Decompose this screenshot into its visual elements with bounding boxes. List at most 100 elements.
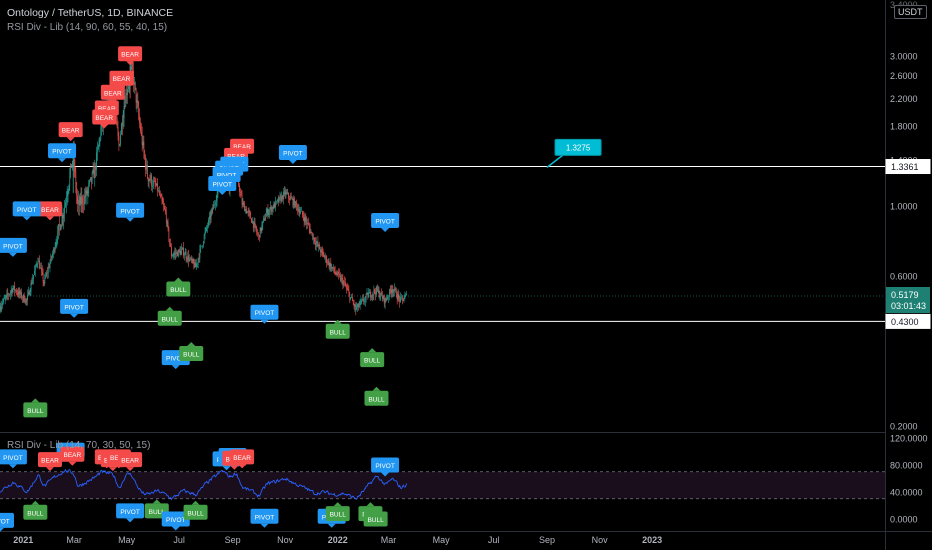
- candle-body: [0, 307, 2, 311]
- candle-body: [252, 221, 253, 223]
- level-price-box: [885, 313, 931, 329]
- candle-body: [186, 258, 188, 260]
- candle-body: [125, 93, 127, 107]
- candle-body: [4, 297, 6, 299]
- candle-body: [320, 249, 321, 253]
- marker-box: [0, 512, 14, 528]
- marker-bull: BULL: [179, 342, 204, 362]
- marker-label: BULL: [170, 287, 187, 294]
- rsi-tick-label: 120.0000: [890, 434, 928, 444]
- candle-body: [196, 263, 197, 268]
- marker-box: [363, 511, 388, 527]
- candle-body: [140, 131, 142, 133]
- candle-body: [404, 295, 406, 299]
- currency-badge[interactable]: USDT: [894, 5, 927, 19]
- candle-body: [71, 163, 72, 169]
- candle-body: [162, 200, 164, 204]
- candle-body: [87, 189, 89, 194]
- candle-body: [9, 292, 11, 295]
- marker-bear: BEAR: [37, 452, 62, 472]
- candle-body: [328, 261, 330, 267]
- candle-body: [373, 289, 375, 295]
- candle-body: [175, 252, 177, 254]
- marker-box: [157, 310, 182, 326]
- rsi-line: [0, 468, 408, 501]
- candle-body: [406, 293, 407, 295]
- candle-body: [215, 200, 217, 204]
- candle-body: [52, 253, 53, 258]
- candle-body: [279, 196, 281, 198]
- candle-body: [370, 291, 371, 298]
- candle-body: [138, 105, 140, 117]
- candle-body: [187, 255, 189, 260]
- candle-body: [403, 298, 405, 301]
- level-price-label: 1.3361: [891, 162, 919, 172]
- candle-body: [342, 278, 344, 286]
- candle-body: [401, 296, 403, 299]
- marker-label: BULL: [162, 316, 179, 323]
- candle-body: [191, 259, 193, 261]
- candle-body: [98, 139, 100, 146]
- candle-body: [171, 255, 173, 257]
- candle-body: [369, 291, 370, 294]
- candle-body: [159, 190, 160, 195]
- candle-body: [54, 246, 56, 252]
- candle-body: [301, 211, 302, 212]
- marker-label: PIVOT: [213, 181, 233, 188]
- marker-bull: BULL: [23, 398, 48, 418]
- candle-body: [260, 227, 262, 231]
- candle-body: [344, 282, 345, 283]
- candle-body: [308, 222, 309, 225]
- candle-body: [174, 252, 176, 254]
- candle-body: [357, 303, 358, 308]
- candle-body: [322, 251, 324, 254]
- marker-pointer: [31, 500, 40, 505]
- marker-pointer: [366, 502, 375, 507]
- candle-body: [167, 221, 169, 228]
- candle-body: [35, 264, 37, 266]
- candle-body: [74, 166, 76, 172]
- last-price-box: [886, 287, 930, 314]
- marker-box: [0, 449, 27, 465]
- marker-label: BULL: [368, 396, 385, 403]
- candle-body: [297, 209, 299, 210]
- marker-box: [183, 504, 208, 520]
- indicator-main-title: RSI Div - Lib (14, 90, 60, 55, 40, 15): [7, 22, 168, 33]
- candle-body: [243, 203, 245, 205]
- marker-pointer: [8, 464, 17, 469]
- candle-body: [240, 192, 242, 197]
- candle-body: [44, 277, 46, 284]
- candle-body: [211, 208, 213, 213]
- marker-pointer: [68, 461, 77, 466]
- candle-body: [317, 241, 319, 246]
- marker-label: PIVOT: [3, 243, 23, 250]
- candle-body: [207, 225, 208, 228]
- marker-box: [325, 323, 350, 339]
- marker-label: PIVOT: [120, 208, 140, 215]
- candle-body: [53, 249, 54, 254]
- candle-body: [294, 198, 295, 207]
- candle-body: [200, 246, 202, 249]
- candle-body: [66, 195, 68, 200]
- candle-body: [39, 260, 40, 269]
- candle-body: [128, 83, 129, 90]
- candle-body: [401, 296, 402, 298]
- candle-body: [245, 208, 246, 212]
- candle-body: [55, 242, 57, 247]
- candle-body: [354, 305, 356, 307]
- marker-label: BEAR: [41, 458, 59, 465]
- candle-body: [48, 267, 50, 269]
- candle-body: [84, 195, 86, 198]
- candle-body: [117, 127, 119, 136]
- marker-bear: BEAR: [58, 122, 83, 142]
- candle-body: [168, 227, 170, 240]
- candle-body: [240, 191, 241, 193]
- candle-body: [352, 297, 353, 302]
- candle-body: [284, 191, 286, 195]
- candle-body: [246, 208, 247, 214]
- candle-body: [360, 301, 362, 302]
- candle-body: [70, 163, 71, 174]
- candle-body: [159, 194, 161, 196]
- candle-body: [402, 298, 404, 301]
- candle-body: [32, 279, 34, 284]
